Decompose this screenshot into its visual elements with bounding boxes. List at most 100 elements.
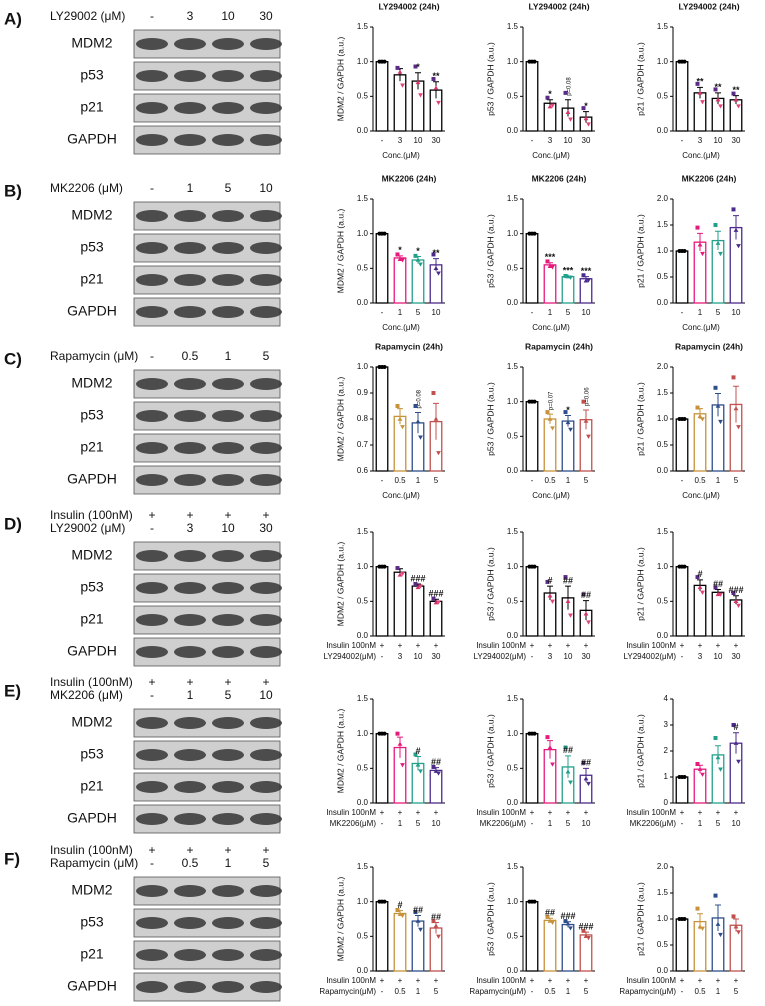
y-tick-label: 0.5 xyxy=(657,91,669,100)
treatment-label: MK2206 (μM) xyxy=(50,181,123,195)
x-axis-label: Conc.(μM) xyxy=(532,151,570,160)
x-tick-label: 30 xyxy=(582,136,591,145)
y-tick-label: 0.5 xyxy=(357,91,369,100)
bar xyxy=(375,233,389,304)
blot-band xyxy=(212,410,244,422)
y-tick-label: 0.5 xyxy=(357,931,369,940)
blot-band xyxy=(250,134,282,146)
significance: ** xyxy=(432,71,440,81)
x-tick-label: + xyxy=(698,808,703,817)
data-point xyxy=(550,920,555,925)
bar xyxy=(711,591,725,637)
blot-band xyxy=(250,210,282,222)
x-tick-label: 0.5 xyxy=(544,476,556,485)
lane-label: 5 xyxy=(263,856,270,870)
data-point xyxy=(382,731,387,736)
y-tick-label: 0.0 xyxy=(357,631,369,640)
x-tick-label: 1 xyxy=(566,476,571,485)
x-tick-label: + xyxy=(380,641,385,650)
chart-title: MK2206 (24h) xyxy=(382,173,437,183)
y-tick-label: 0.5 xyxy=(357,763,369,772)
data-point xyxy=(583,611,589,616)
data-point xyxy=(700,926,705,931)
blot-band xyxy=(212,274,244,286)
y-tick-label: 0.0 xyxy=(657,966,669,975)
blot-band xyxy=(250,885,282,897)
data-point xyxy=(418,769,423,774)
x-row-label: Insulin 100nM xyxy=(626,641,676,650)
data-point xyxy=(400,425,405,430)
x-tick-label: 5 xyxy=(584,476,589,485)
significance: *** xyxy=(545,252,556,262)
y-tick-label: 0.0 xyxy=(507,298,519,307)
data-point xyxy=(581,273,586,278)
protein-label: p53 xyxy=(80,746,104,762)
y-tick-label: 0.0 xyxy=(507,798,519,807)
blot-band xyxy=(174,981,206,993)
data-point xyxy=(718,932,723,938)
x-tick-label: 10 xyxy=(582,819,591,828)
lane-label: - xyxy=(150,181,154,195)
significance: * xyxy=(584,101,588,111)
blot-band xyxy=(212,981,244,993)
blot-band xyxy=(136,274,168,286)
data-point xyxy=(682,775,687,779)
lane-label: + xyxy=(262,843,269,857)
significance: ## xyxy=(563,575,573,585)
data-point xyxy=(583,116,589,121)
data-point xyxy=(436,100,441,106)
bar xyxy=(375,566,389,637)
data-point xyxy=(586,434,591,439)
y-tick-label: 1.5 xyxy=(357,527,369,536)
x-tick-label: - xyxy=(531,987,534,996)
data-point xyxy=(695,405,700,410)
error-bar xyxy=(733,215,739,240)
y-tick-label: 0.8 xyxy=(357,414,369,423)
y-tick-label: 0.0 xyxy=(357,126,369,135)
data-point xyxy=(700,772,705,777)
data-point xyxy=(713,223,718,227)
data-point xyxy=(713,87,718,92)
lane-label: + xyxy=(224,508,231,522)
y-axis-label: MDM2 / GAPDH (a.u.) xyxy=(335,377,345,462)
error-bar xyxy=(433,402,439,440)
lane-label: + xyxy=(262,508,269,522)
y-tick-label: 1.5 xyxy=(507,22,519,31)
x-tick-label: 10 xyxy=(414,652,423,661)
x-row-label: MK2206(μM) xyxy=(480,819,527,828)
y-axis-label: p53 / GAPDH (a.u.) xyxy=(485,547,495,621)
data-point xyxy=(586,936,591,941)
protein-label: p21 xyxy=(80,99,104,115)
x-tick-label: 1 xyxy=(548,308,553,317)
data-point xyxy=(395,404,400,408)
blot-band xyxy=(212,949,244,961)
error-bar xyxy=(583,600,589,621)
x-tick-label: - xyxy=(531,136,534,145)
y-tick-label: 1.5 xyxy=(507,194,519,203)
y-tick-label: 1.5 xyxy=(507,694,519,703)
y-axis-label: MDM2 / GAPDH (a.u.) xyxy=(335,709,345,794)
error-bar xyxy=(715,745,721,764)
x-tick-label: 0.5 xyxy=(694,476,706,485)
data-point xyxy=(586,278,591,283)
x-tick-label: 10 xyxy=(432,819,441,828)
x-tick-label: + xyxy=(530,808,535,817)
x-tick-label: 1 xyxy=(398,819,403,828)
y-tick-label: 1.0 xyxy=(507,229,519,238)
blot-band xyxy=(212,210,244,222)
data-point xyxy=(718,419,723,425)
data-point xyxy=(545,259,550,264)
lane-label: 10 xyxy=(221,521,235,535)
x-tick-label: + xyxy=(698,976,703,985)
data-point xyxy=(736,425,741,430)
data-point xyxy=(695,81,700,86)
data-point xyxy=(736,930,741,935)
data-point xyxy=(547,416,553,421)
y-tick-label: 0.0 xyxy=(657,126,669,135)
error-bar xyxy=(547,740,553,759)
bar xyxy=(675,918,689,972)
x-axis-label: Conc.(μM) xyxy=(682,323,720,332)
x-tick-label: - xyxy=(381,987,384,996)
x-row-label: Insulin 100nM xyxy=(626,976,676,985)
